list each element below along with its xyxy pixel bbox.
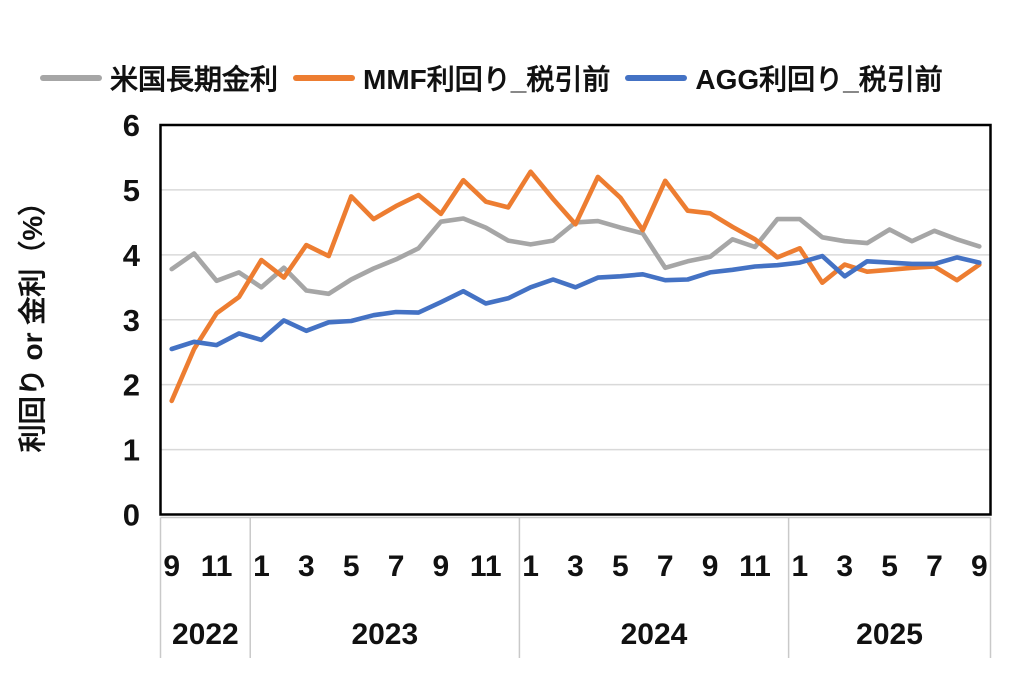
y-tick-label: 1 — [123, 433, 140, 468]
y-tick-label: 0 — [123, 498, 140, 533]
legend-label-us-long-rate: 米国長期金利 — [110, 64, 279, 95]
x-tick-label: 5 — [343, 550, 360, 583]
series-line-0 — [169, 216, 982, 297]
year-label: 2023 — [351, 618, 418, 651]
legend-item-agg-yield: AGG利回り_税引前 — [625, 58, 943, 98]
x-tick-label: 3 — [298, 550, 315, 583]
x-tick-label: 5 — [881, 550, 898, 583]
legend-item-mmf-yield: MMF利回り_税引前 — [293, 58, 610, 98]
x-tick-label: 9 — [702, 550, 719, 583]
year-label: 2025 — [856, 618, 923, 651]
x-tick-label: 9 — [163, 550, 180, 583]
chart-legend: 米国長期金利 MMF利回り_税引前 AGG利回り_税引前 — [40, 58, 943, 98]
year-label: 2022 — [172, 618, 239, 651]
x-tick-label: 1 — [791, 550, 808, 583]
y-tick-label: 5 — [123, 173, 140, 208]
legend-label-agg-yield: AGG利回り_税引前 — [695, 64, 943, 95]
x-tick-label: 5 — [612, 550, 629, 583]
x-tick-label: 9 — [971, 550, 988, 583]
y-tick-label: 2 — [123, 368, 140, 403]
series-lines-layer — [169, 169, 982, 404]
y-tick-label: 3 — [123, 303, 140, 338]
x-tick-label: 3 — [567, 550, 584, 583]
blue-line-swatch — [625, 75, 688, 81]
y-axis-title: 利回り or 金利（%） — [16, 188, 48, 452]
series-line-2 — [169, 253, 982, 352]
series-line-1 — [169, 169, 982, 404]
plot-border — [159, 123, 992, 516]
legend-item-us-long-rate: 米国長期金利 — [40, 58, 278, 98]
x-tick-label: 3 — [836, 550, 853, 583]
x-tick-label: 1 — [253, 550, 270, 583]
x-tick-label: 7 — [388, 550, 405, 583]
x-tick-label: 11 — [739, 550, 771, 583]
y-tick-label: 6 — [123, 108, 140, 143]
x-tick-label: 7 — [926, 550, 943, 583]
orange-line-swatch — [293, 75, 356, 81]
x-tick-label: 1 — [522, 550, 539, 583]
x-tick-label: 11 — [201, 550, 233, 583]
x-tick-label: 9 — [433, 550, 450, 583]
x-tick-label: 11 — [470, 550, 502, 583]
year-label: 2024 — [621, 618, 688, 651]
y-tick-label: 4 — [123, 238, 141, 273]
gray-line-swatch — [40, 75, 102, 81]
x-tick-label: 7 — [657, 550, 674, 583]
legend-label-mmf-yield: MMF利回り_税引前 — [363, 64, 611, 95]
